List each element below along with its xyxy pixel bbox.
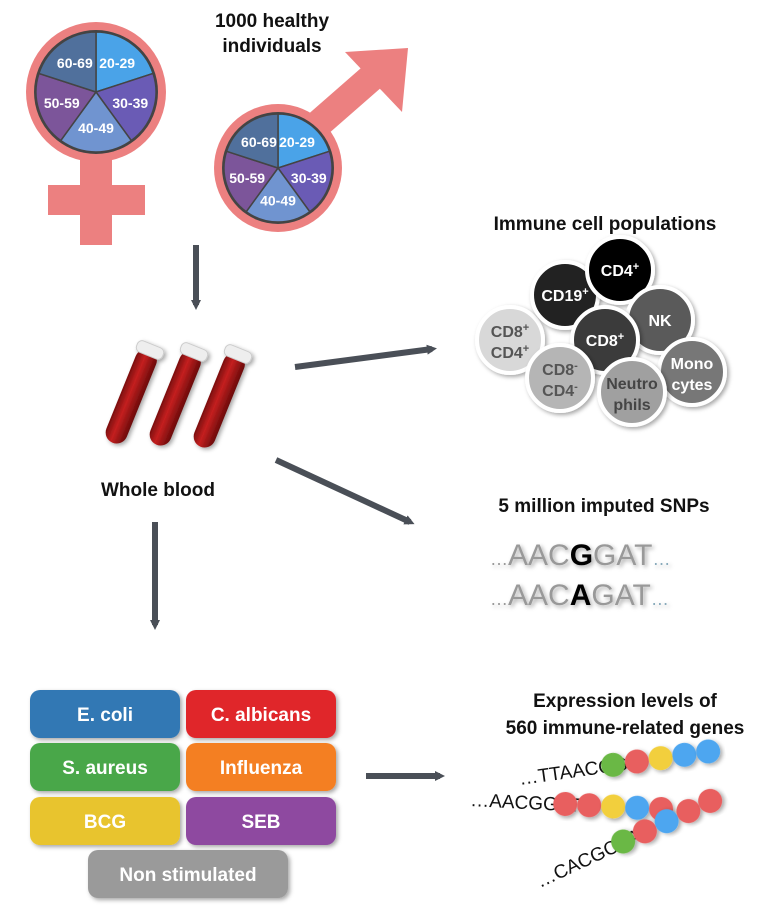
expression-bead (648, 746, 673, 771)
male-age-label: 60-69 (241, 134, 277, 150)
blood-label: Whole blood (101, 480, 215, 501)
svg-text:…AACGGAT…: …AACGGAT… (490, 539, 670, 572)
female-age-slice-30-39 (94, 72, 157, 142)
female-age-slice-50-59 (35, 72, 98, 142)
expression-bead (632, 819, 657, 844)
female-age-label: 40-49 (78, 120, 114, 136)
cells-title: Immune cell populations (494, 214, 717, 235)
male-age-slice-40-49 (245, 166, 311, 223)
svg-text:Mono: Mono (671, 356, 714, 373)
immune-cell-cluster: CD8+ CD4+ CD19+ CD4+ NK CD8+ CD8- CD4- Mono cytes… (475, 235, 727, 427)
stimulus-influenza: Influenza (186, 743, 336, 791)
expression-bead (611, 829, 636, 854)
expression-title-line2: 560 immune-related genes (506, 718, 745, 739)
svg-text:CD8-: CD8- (542, 360, 578, 379)
svg-text:phils: phils (613, 397, 650, 414)
female-age-slice-40-49 (59, 90, 133, 153)
snp-sequence-1: …AACGGAT… (490, 539, 670, 572)
svg-text:SEB: SEB (241, 812, 280, 833)
svg-text:BCG: BCG (84, 812, 126, 833)
male-age-slice-30-39 (276, 150, 333, 213)
stimulus-bcg: BCG (30, 797, 180, 845)
blood-tubes-icon (105, 340, 253, 448)
svg-text:Neutro: Neutro (606, 376, 658, 393)
expression-bead (672, 742, 697, 767)
gene-expression-beads: …TTAACGG…AACGGAT…CACGCAA (470, 739, 723, 893)
stimuli-grid: E. coli C. albicans S. aureus Influenza BCG S… (30, 690, 336, 898)
male-age-label: 30-39 (291, 170, 327, 186)
expression-bead (698, 788, 723, 813)
male-age-pie: 20-29 30-39 40-49 50-59 60-69 (222, 112, 334, 224)
stimulus-seb: SEB (186, 797, 336, 845)
female-age-slice-20-29 (95, 31, 155, 94)
expression-bead (601, 752, 626, 777)
cell-cd8cd4: CD8- CD4- (525, 343, 595, 413)
male-age-slice-50-59 (223, 150, 280, 213)
expression-title-line1: Expression levels of (533, 691, 717, 712)
stimulus-e-coli: E. coli (30, 690, 180, 738)
svg-text:cytes: cytes (672, 377, 713, 394)
snps-title: 5 million imputed SNPs (498, 496, 709, 517)
male-age-label: 20-29 (279, 134, 315, 150)
cell-cd4: CD4+ (585, 235, 655, 305)
male-age-slice-60-69 (225, 113, 279, 170)
female-age-label: 30-39 (112, 95, 148, 111)
svg-text:NK: NK (648, 313, 672, 330)
gene-row: …TTAACGG (518, 739, 721, 790)
expression-bead (553, 791, 578, 816)
cell-cd8: CD8+ (570, 305, 640, 375)
expression-bead (624, 749, 649, 774)
cell-cd8cd4: CD8+ CD4+ (475, 305, 545, 375)
stimulus-c-albicans: C. albicans (186, 690, 336, 738)
cell-neutrophils: Neutro phils (597, 357, 667, 427)
male-age-slice-20-29 (277, 113, 331, 170)
expression-bead (577, 793, 602, 818)
svg-text:Non stimulated: Non stimulated (119, 865, 256, 886)
expression-bead (625, 795, 650, 820)
stimulus-s-aureus: S. aureus (30, 743, 180, 791)
female-age-label: 60-69 (57, 55, 93, 71)
cohort-title-line2: individuals (222, 36, 321, 57)
svg-text:CD8+: CD8+ (586, 331, 624, 350)
expression-bead (676, 799, 701, 824)
arrow-blood-to-snps (274, 457, 415, 525)
svg-text:…AACAGAT…: …AACAGAT… (490, 579, 669, 612)
female-age-pie: 20-29 30-39 40-49 50-59 60-69 (34, 30, 158, 154)
svg-text:CD4+: CD4+ (491, 343, 529, 362)
svg-text:C. albicans: C. albicans (211, 705, 311, 726)
svg-text:CD4-: CD4- (542, 381, 578, 400)
svg-text:E. coli: E. coli (77, 705, 133, 726)
svg-text:CD19+: CD19+ (541, 286, 588, 305)
female-age-label: 50-59 (44, 95, 80, 111)
male-age-label: 40-49 (260, 192, 296, 208)
snp-sequence-2: …AACAGAT… (490, 579, 669, 612)
expression-bead (601, 794, 626, 819)
male-symbol: 20-29 30-39 40-49 50-59 60-69 (214, 48, 408, 232)
svg-text:Influenza: Influenza (220, 758, 303, 779)
svg-text:CD8+: CD8+ (491, 322, 529, 341)
cell-monocytes: Mono cytes (657, 337, 727, 407)
arrow-blood-to-cells (294, 344, 437, 370)
expression-bead (696, 739, 721, 764)
female-age-label: 20-29 (99, 55, 135, 71)
stimulus-non-stimulated: Non stimulated (88, 850, 288, 898)
svg-text:S. aureus: S. aureus (62, 758, 148, 779)
cohort-title-line1: 1000 healthy (215, 11, 329, 32)
male-age-label: 50-59 (229, 170, 265, 186)
gene-row: …AACGGAT (470, 790, 674, 822)
svg-text:CD4+: CD4+ (601, 261, 639, 280)
female-age-slice-60-69 (37, 31, 97, 94)
female-symbol: 20-29 30-39 40-49 50-59 60-69 (26, 22, 166, 245)
expression-bead (654, 809, 679, 834)
